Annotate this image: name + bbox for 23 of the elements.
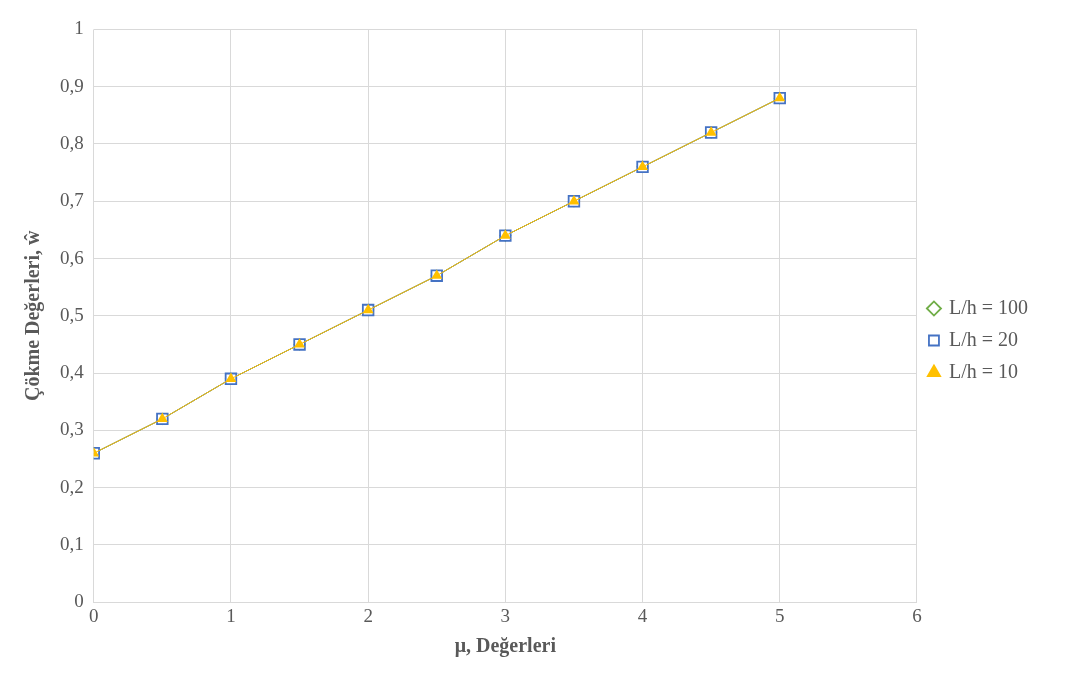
- x-tick-label: 4: [637, 604, 648, 626]
- y-tick-label: 0,2: [60, 475, 84, 497]
- y-tick-label: 0,8: [60, 131, 84, 153]
- y-tick-label: 1: [74, 17, 84, 39]
- y-tick-label: 0,9: [60, 74, 84, 96]
- y-tick-label: 0,1: [60, 532, 84, 554]
- y-tick-label: 0: [74, 590, 84, 612]
- x-tick-label: 0: [89, 604, 99, 626]
- y-tick-label: 0,7: [60, 189, 84, 211]
- y-tick-label: 0,3: [60, 418, 84, 440]
- x-tick-label: 6: [912, 604, 922, 626]
- x-tick-label: 3: [500, 604, 511, 626]
- x-tick-label: 2: [363, 604, 373, 626]
- legend-label: L/h = 20: [948, 327, 1019, 350]
- y-tick-label: 0,5: [60, 303, 84, 325]
- x-axis-title: μ, Değerleri: [454, 634, 557, 658]
- y-axis-title: Çökme Değerleri, ŵ: [21, 230, 45, 402]
- legend-label: L/h = 10: [948, 359, 1019, 382]
- y-tick-label: 0,4: [60, 361, 85, 383]
- y-tick-label: 0,6: [60, 246, 84, 268]
- legend-label: L/h = 100: [948, 295, 1029, 318]
- x-tick-label: 1: [226, 604, 236, 626]
- x-tick-label: 5: [775, 604, 785, 626]
